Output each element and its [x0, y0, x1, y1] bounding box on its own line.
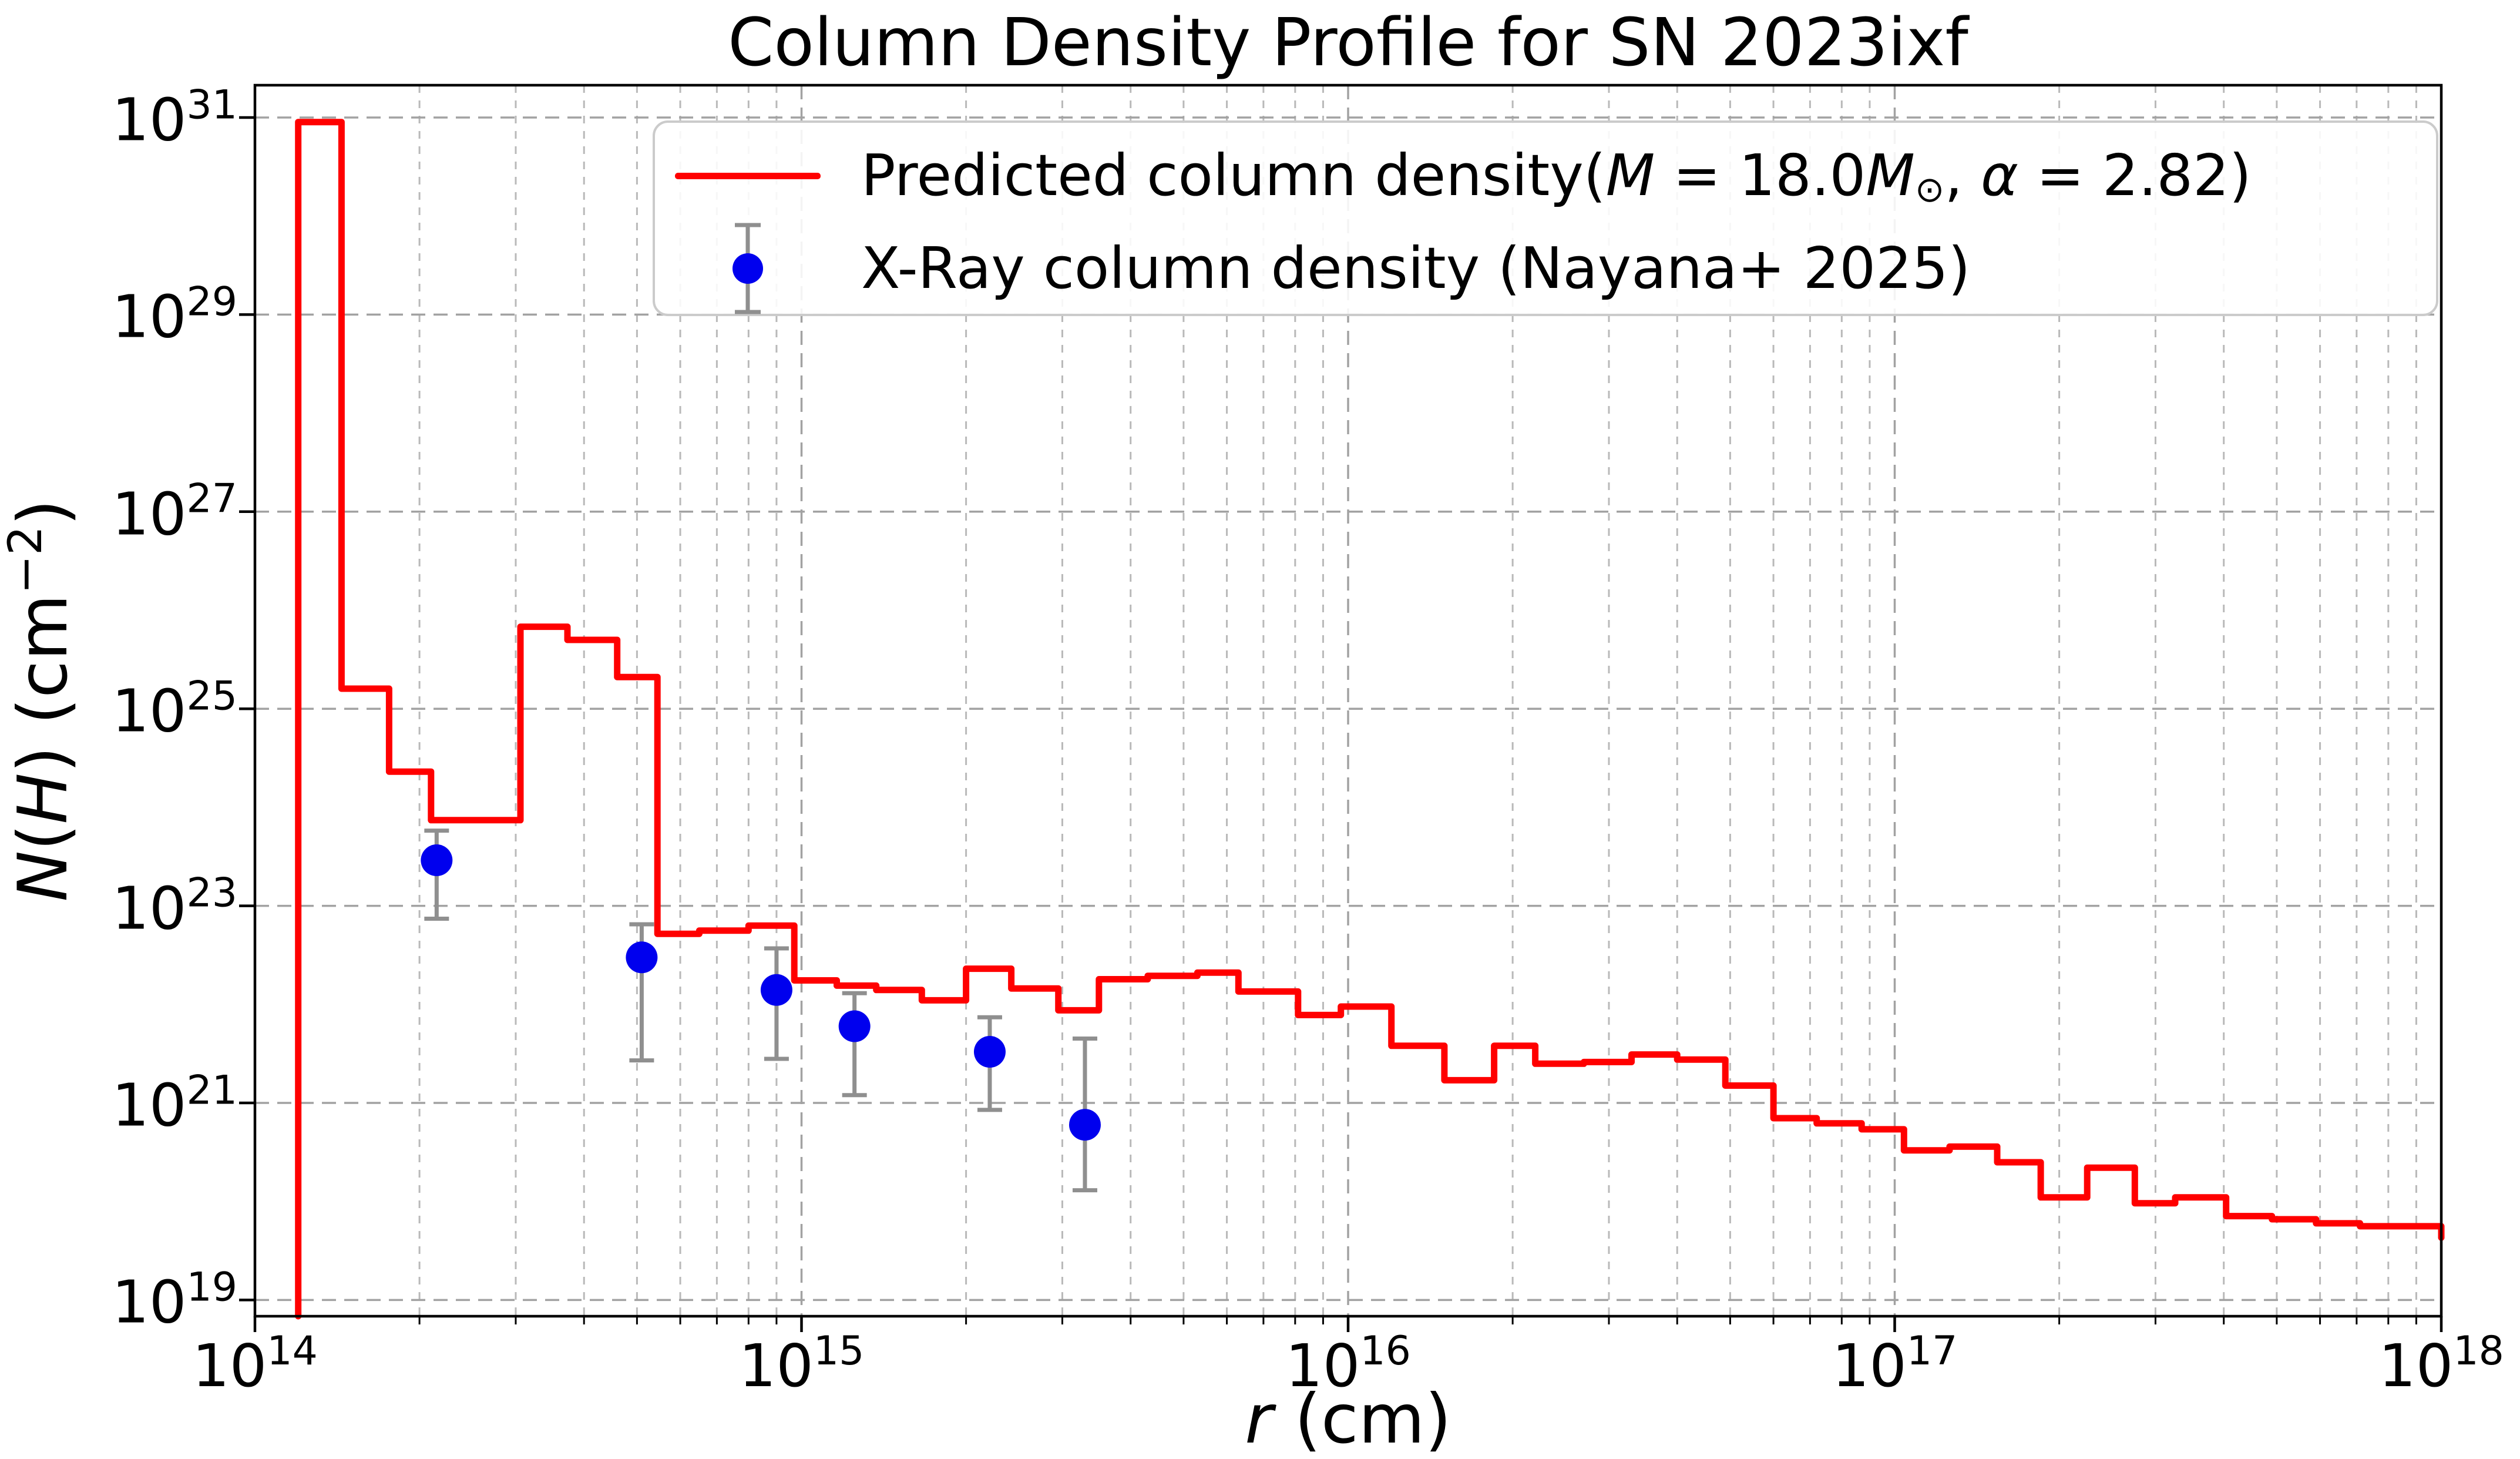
- legend-label-predicted: Predicted column density(M = 18.0M⊙, α =…: [861, 142, 2252, 210]
- x-axis-label: r (cm): [1245, 1380, 1451, 1459]
- legend-box: Predicted column density(M = 18.0M⊙, α =…: [653, 120, 2438, 316]
- xray-data-point: [626, 941, 658, 974]
- x-tick-label: 1014: [192, 1327, 318, 1400]
- legend-errorbar-icon: [655, 219, 840, 318]
- x-tick-label: 1017: [1832, 1327, 1958, 1400]
- y-tick-label: 1021: [112, 1067, 237, 1140]
- x-tick-label: 1016: [1285, 1327, 1411, 1400]
- legend-label-xray: X-Ray column density (Nayana+ 2025): [861, 235, 1971, 302]
- xray-data-point: [760, 974, 792, 1006]
- y-tick-label: 1029: [112, 279, 237, 352]
- xray-data-point: [421, 844, 453, 877]
- xray-data-point: [838, 1010, 871, 1042]
- legend-entry-predicted: Predicted column density(M = 18.0M⊙, α =…: [655, 129, 2436, 223]
- legend-line-icon: [655, 172, 840, 179]
- y-tick-label: 1023: [112, 870, 237, 943]
- y-tick-label: 1025: [112, 673, 237, 746]
- x-tick-label: 1018: [2378, 1327, 2504, 1400]
- y-tick-label: 1027: [112, 476, 237, 549]
- xray-data-point: [973, 1036, 1006, 1068]
- predicted-step-curve: [295, 119, 2445, 1320]
- xray-data-point: [1069, 1109, 1101, 1141]
- x-tick-label: 1015: [738, 1327, 865, 1400]
- xray-error-bars: [424, 829, 1097, 1193]
- red-line-sample: [674, 172, 821, 179]
- y-tick-label: 1031: [112, 82, 237, 155]
- chart-title: Column Density Profile for SN 2023ixf: [728, 5, 1968, 81]
- legend-entry-xray: X-Ray column density (Nayana+ 2025): [655, 222, 2436, 316]
- y-tick-label: 1019: [112, 1264, 237, 1337]
- xray-data-points: [421, 844, 1101, 1141]
- tick-marks: [239, 116, 2443, 1332]
- errorbar-marker-sample: [732, 223, 763, 314]
